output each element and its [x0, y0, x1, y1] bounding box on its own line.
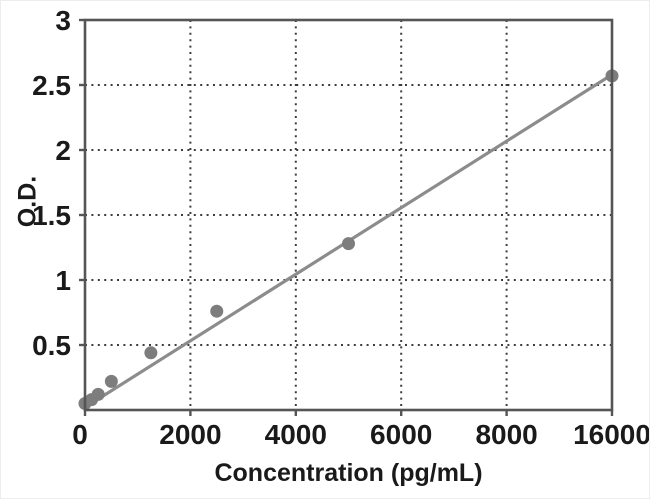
x-tick-label: 6000: [370, 419, 432, 450]
y-axis-title: O.D.: [13, 175, 42, 228]
y-tick-label: 2: [55, 135, 71, 166]
data-point: [91, 387, 105, 401]
x-tick-label: 4000: [265, 419, 327, 450]
x-tick-label: 8000: [475, 419, 537, 450]
x-tick-label: 16000: [573, 419, 650, 450]
data-point: [342, 237, 355, 251]
y-tick-label: 0.5: [32, 330, 71, 361]
x-tick-label: 0: [72, 419, 88, 450]
y-tick-label: 3: [55, 5, 71, 36]
x-axis-title: Concentration (pg/mL): [214, 459, 483, 487]
y-tick-label: 1: [55, 265, 71, 296]
x-tick-label: 2000: [159, 419, 221, 450]
data-point: [144, 346, 158, 360]
y-tick-label: 1.5: [32, 200, 71, 231]
data-point: [104, 374, 118, 388]
data-point: [210, 304, 224, 318]
y-tick-label: 2.5: [32, 70, 71, 101]
